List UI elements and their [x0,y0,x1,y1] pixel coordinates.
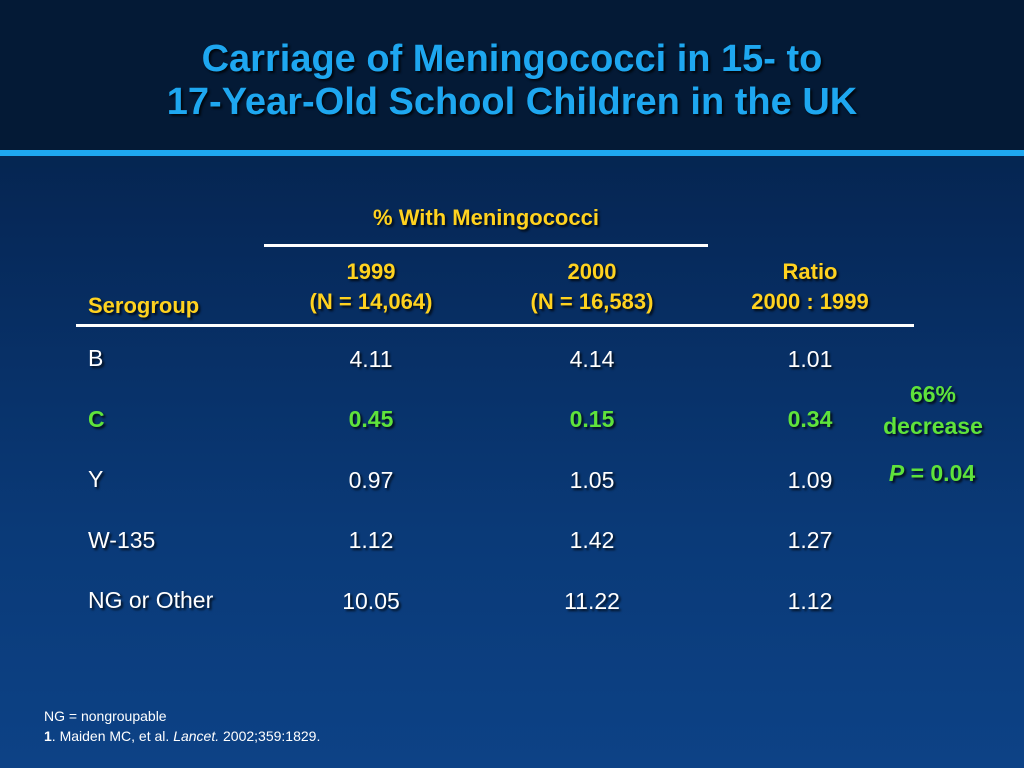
row-serogroup-label: B [88,345,104,371]
decrease-label: decrease [883,413,983,439]
table-cell-2000: 1.05 [569,467,615,493]
group-header-rule [264,244,708,247]
reference-journal: Lancet. [173,728,220,744]
reference-number: 1 [44,728,52,744]
row-serogroup-label: NG or Other [88,587,214,613]
table-cell-ratio: 1.09 [787,467,833,493]
row-serogroup-label: W-135 [88,527,156,553]
slide-title-line-1: Carriage of Meningococci in 15- to [201,38,823,80]
slide-title-line-2: 17-Year-Old School Children in the UK [166,81,858,123]
group-header-percent-with-meningococci: % With Meningococci [373,205,599,230]
row-serogroup-label-highlighted: C [88,406,105,432]
slide-title: Carriage of Meningococci in 15- to 17-Ye… [0,38,1024,124]
column-header-2000: 2000 (N = 16,583) [492,257,692,317]
table-cell-ratio-highlighted: 0.34 [787,406,833,432]
column-header-ratio: Ratio 2000 : 1999 [710,257,910,317]
table-cell-ratio: 1.27 [787,527,833,553]
column-header-2000-year: 2000 [567,259,617,284]
table-cell-ratio: 1.01 [787,346,833,372]
decrease-annotation: 66% decrease [862,378,1004,442]
column-header-2000-n: (N = 16,583) [530,289,654,314]
column-header-1999-n: (N = 14,064) [309,289,433,314]
row-serogroup-label: Y [88,466,104,492]
decrease-percent: 66% [909,381,957,407]
table-cell-ratio: 1.12 [787,588,833,614]
reference-authors: . Maiden MC, et al. [51,728,174,744]
header-rule [76,324,914,327]
footnotes: NG = nongroupable 1. Maiden MC, et al. L… [44,706,320,746]
table-cell-1999: 10.05 [342,588,400,614]
p-value-annotation: P = 0.04 [862,459,1002,487]
column-header-1999: 1999 (N = 14,064) [271,257,471,317]
p-value-symbol: P [888,460,905,486]
table-cell-2000-highlighted: 0.15 [569,406,615,432]
table-cell-1999: 1.12 [348,527,394,553]
column-header-ratio-def: 2000 : 1999 [751,289,869,314]
p-value: = 0.04 [910,460,976,486]
table-cell-1999-highlighted: 0.45 [348,406,394,432]
column-header-serogroup: Serogroup [88,293,200,318]
table-cell-2000: 11.22 [564,588,620,614]
table-cell-2000: 1.42 [569,527,615,553]
reference-citation: 2002;359:1829. [219,728,321,744]
table-cell-1999: 4.11 [349,346,393,372]
table-cell-2000: 4.14 [569,346,615,372]
table-cell-1999: 0.97 [348,467,394,493]
title-underline [0,150,1024,156]
title-band [0,0,1024,150]
column-header-ratio-label: Ratio [782,259,838,284]
footnote-abbreviation: NG = nongroupable [44,708,167,724]
footnote-reference: 1. Maiden MC, et al. Lancet. 2002;359:18… [44,726,320,746]
column-header-1999-year: 1999 [346,259,396,284]
